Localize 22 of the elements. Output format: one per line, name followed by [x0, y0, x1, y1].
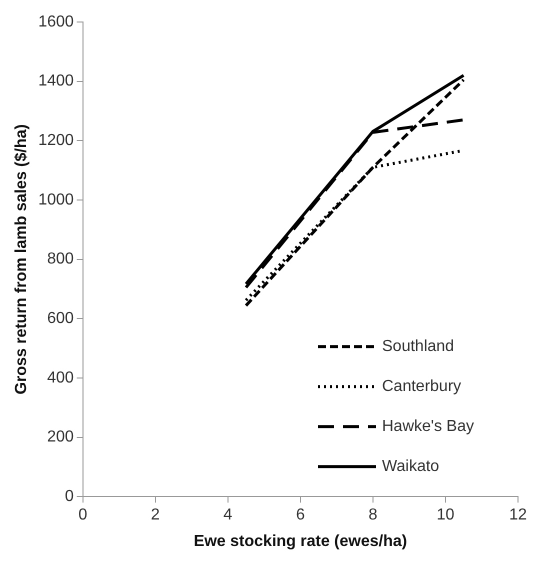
x-tick-label: 2: [150, 506, 160, 524]
legend-label: Southland: [382, 338, 454, 356]
x-tick-label: 8: [368, 506, 378, 524]
y-tick-label: 0: [64, 488, 74, 506]
y-tick-label: 1400: [38, 72, 74, 90]
y-tick-label: 400: [47, 369, 74, 386]
x-tick-label: 12: [509, 506, 527, 524]
y-tick-label: 1600: [38, 13, 74, 30]
x-tick-label: 4: [223, 506, 232, 524]
x-tick-label: 0: [78, 506, 88, 524]
legend-label: Hawke's Bay: [382, 418, 474, 436]
y-tick-label: 600: [47, 310, 74, 328]
y-tick-label: 1000: [38, 191, 74, 208]
x-tick-label: 10: [436, 506, 454, 524]
legend-label: Waikato: [382, 458, 440, 476]
y-tick-label: 1200: [38, 132, 74, 150]
y-tick-label: 200: [47, 428, 74, 446]
x-tick-label: 6: [296, 506, 305, 524]
x-axis-title: Ewe stocking rate (ewes/ha): [194, 532, 408, 550]
y-axis-title: Gross return from lamb sales ($/ha): [13, 124, 30, 394]
y-tick-label: 800: [47, 250, 74, 268]
legend-label: Canterbury: [382, 378, 462, 396]
